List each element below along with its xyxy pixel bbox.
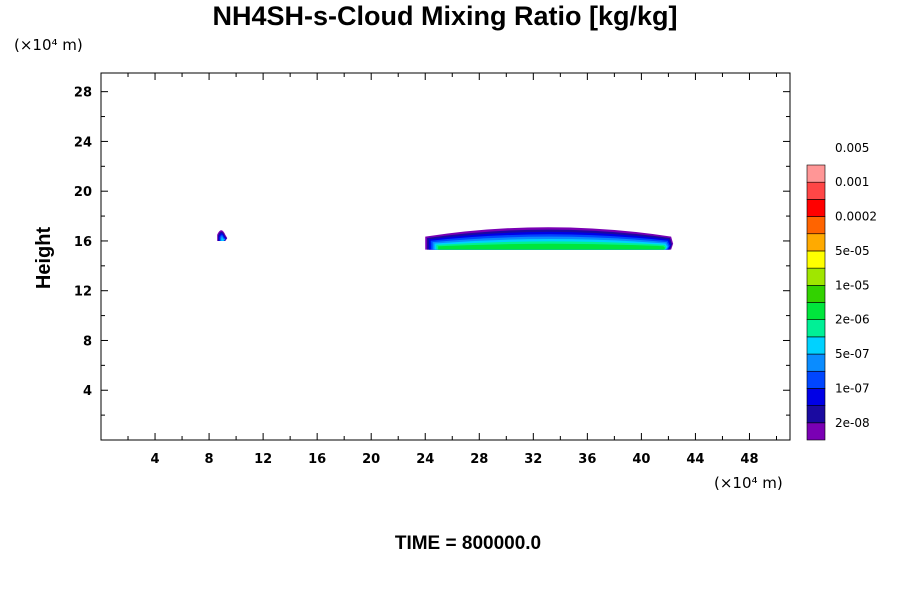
- colorbar-swatch: [806, 302, 826, 320]
- x-tick-label: 44: [686, 452, 704, 467]
- colorbar-swatch: [806, 388, 826, 406]
- chart-title: NH4SH-s-Cloud Mixing Ratio [kg/kg]: [213, 1, 678, 31]
- colorbar-swatch: [806, 233, 826, 252]
- colorbar-label: 0.005: [835, 141, 869, 155]
- colorbar-swatch: [806, 250, 826, 269]
- colorbar-swatch: [806, 216, 826, 235]
- x-tick-label: 16: [308, 452, 326, 467]
- y-tick-label: 4: [83, 384, 92, 399]
- colorbar-label: 2e-06: [835, 313, 870, 327]
- x-tick-label: 20: [362, 452, 380, 467]
- colorbar-swatch: [806, 319, 826, 338]
- plot-frame: [100, 72, 791, 441]
- x-tick-label: 36: [578, 452, 596, 467]
- colorbar-label: 0.0002: [835, 210, 877, 224]
- x-tick-label: 24: [416, 452, 434, 467]
- colorbar-swatch: [806, 422, 826, 441]
- colorbar-swatch: [806, 353, 826, 372]
- x-tick-label: 32: [524, 452, 542, 467]
- x-tick-label: 48: [740, 452, 758, 467]
- y-tick-label: 28: [74, 86, 92, 101]
- x-unit-label: (×10⁴ m): [714, 474, 783, 492]
- y-axis-label: Height: [33, 227, 55, 290]
- colorbar-label: 2e-08: [835, 416, 870, 430]
- colorbar-swatch: [806, 164, 826, 183]
- time-label: TIME = 800000.0: [395, 533, 541, 554]
- x-tick-label: 28: [470, 452, 488, 467]
- cloud-feature-2: [425, 227, 674, 250]
- colorbar-label: 5e-05: [835, 244, 870, 258]
- colorbar-label: 1e-05: [835, 278, 870, 292]
- colorbar-swatch: [806, 181, 826, 200]
- x-tick-label: 4: [151, 452, 160, 467]
- colorbar-label: 0.001: [835, 175, 869, 189]
- colorbar-swatch: [806, 405, 826, 424]
- cloud-contour: [438, 243, 666, 250]
- colorbar-swatch: [806, 267, 826, 286]
- x-tick-label: 8: [205, 452, 214, 467]
- colorbar-swatch: [806, 199, 826, 217]
- y-unit-label: (×10⁴ m): [14, 36, 83, 54]
- colorbar-swatch: [806, 336, 826, 355]
- cloud-contour: [221, 237, 225, 241]
- y-tick-label: 8: [83, 334, 92, 349]
- y-tick-label: 20: [74, 185, 92, 200]
- y-tick-label: 24: [74, 135, 92, 150]
- colorbar-swatch: [806, 370, 826, 389]
- colorbar: 2e-08 1e-07 5e-07 2e-06 1e-05 5e-05 0.0002 0.00…: [806, 141, 877, 441]
- y-tick-label: 12: [74, 285, 92, 300]
- colorbar-label: 5e-07: [835, 347, 870, 361]
- cloud-features: [217, 227, 674, 250]
- colorbar-label: 1e-07: [835, 381, 870, 395]
- cloud-feature-1: [217, 230, 228, 241]
- x-tick-label: 12: [254, 452, 272, 467]
- x-tick-label: 40: [632, 452, 650, 467]
- colorbar-swatch: [806, 285, 826, 303]
- y-tick-label: 16: [74, 235, 92, 250]
